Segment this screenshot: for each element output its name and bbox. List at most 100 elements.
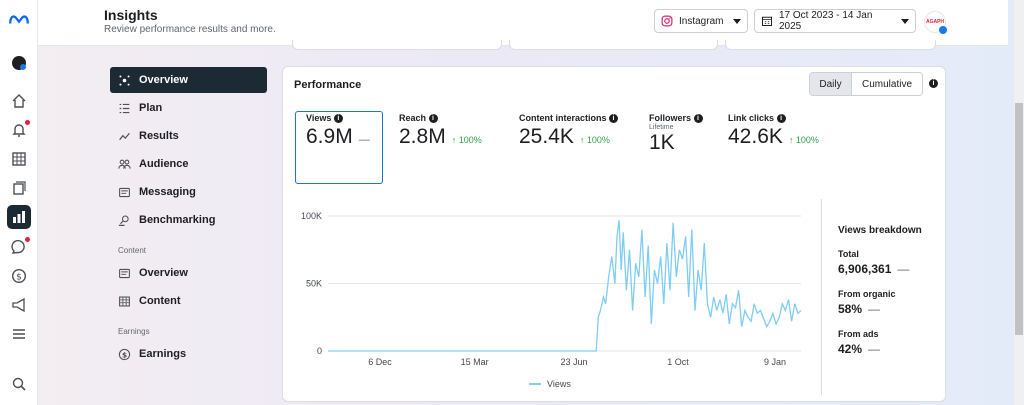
metric-value: 6.9M — [306, 125, 353, 148]
meta-logo-icon[interactable] — [7, 8, 31, 32]
legend-swatch — [529, 383, 541, 385]
overview-icon — [119, 74, 130, 86]
previous-card — [509, 40, 718, 50]
table-icon[interactable] — [7, 147, 31, 171]
info-icon[interactable]: i — [693, 114, 703, 123]
info-icon[interactable]: i — [609, 114, 619, 123]
metric-views[interactable]: Views i 6.9M — — [306, 113, 370, 149]
metric-label: Reach — [399, 113, 427, 123]
facebook-badge-icon — [939, 26, 947, 34]
sidebar-item-content[interactable]: Content — [110, 288, 267, 314]
content-section-heading: Content — [118, 246, 147, 255]
audience-icon — [118, 159, 131, 169]
metric-followers[interactable]: Followers i Lifetime 1K — [649, 113, 703, 155]
metric-value: 42.6K — [728, 125, 783, 148]
home-icon[interactable] — [7, 89, 31, 113]
breakdown-ads-value: 42% — [838, 342, 863, 356]
daily-toggle-button[interactable]: Daily — [810, 73, 852, 95]
x-tick-label: 9 Jan — [764, 357, 786, 367]
sidebar-item-results[interactable]: Results — [110, 123, 267, 149]
x-tick-label: 1 Oct — [667, 357, 689, 367]
messaging-icon — [119, 187, 130, 197]
metric-label: Content interactions — [519, 113, 607, 123]
inbox-icon[interactable] — [7, 235, 31, 259]
x-tick-label: 23 Jun — [560, 357, 587, 367]
sidebar-item-earnings[interactable]: $ Earnings — [110, 341, 267, 367]
profile-avatar[interactable]: AGAPH — [924, 11, 947, 34]
metric-content-interactions[interactable]: Content interactions i 25.4K ↑ 100% — [519, 113, 619, 149]
sidebar-item-messaging[interactable]: Messaging — [110, 179, 267, 205]
breakdown-total-value: 6,906,361 — [838, 262, 892, 276]
sidebar-item-label: Earnings — [139, 348, 187, 360]
metric-delta: ↑ 100% — [451, 135, 482, 145]
metric-label: Views — [306, 113, 332, 123]
sidebar-item-overview[interactable]: Overview — [110, 67, 267, 93]
sidebar-item-label: Content — [139, 295, 181, 307]
breakdown-dash: — — [868, 342, 881, 356]
page-scrollbar[interactable] — [1014, 0, 1024, 405]
menu-icon[interactable] — [7, 322, 31, 346]
platform-selector[interactable]: Instagram — [654, 9, 748, 33]
page-subtitle: Review performance results and more. — [104, 24, 276, 35]
breakdown-dash: — — [868, 302, 881, 316]
info-icon[interactable]: i — [333, 114, 343, 123]
pages-icon[interactable] — [7, 176, 31, 200]
view-toggle[interactable]: Daily Cumulative — [809, 72, 923, 96]
views-line-chart: 100K 50K 0 6 Dec 15 Mar 23 Jun 1 Oct 9 Jan — [301, 211, 802, 367]
breakdown-ads-label: From ads — [838, 329, 879, 339]
metric-link-clicks[interactable]: Link clicks i 42.6K ↑ 100% — [728, 113, 819, 149]
info-icon[interactable]: i — [929, 79, 938, 88]
calendar-icon — [762, 16, 772, 26]
breakdown-title: Views breakdown — [838, 225, 922, 236]
breakdown-total-label: Total — [838, 249, 859, 259]
chart-legend: Views — [529, 379, 571, 389]
chevron-down-icon — [901, 18, 909, 24]
metric-sublabel: Lifetime — [649, 124, 674, 131]
dollar-icon: $ — [118, 348, 131, 360]
ads-megaphone-icon[interactable] — [7, 293, 31, 317]
previous-card — [292, 40, 502, 50]
notifications-icon[interactable] — [7, 118, 31, 142]
info-icon[interactable]: i — [428, 114, 438, 123]
y-tick-label: 0 — [317, 346, 322, 356]
sidebar-item-benchmarking[interactable]: Benchmarking — [110, 207, 267, 233]
metric-delta: ↑ 100% — [788, 135, 819, 145]
metric-delta: ↑ 100% — [579, 135, 610, 145]
previous-card — [725, 40, 936, 50]
metric-value: 2.8M — [399, 125, 446, 148]
performance-panel: Performance Daily Cumulative i Views i 6… — [282, 66, 946, 402]
chevron-down-icon — [733, 18, 741, 24]
content-overview-icon — [119, 268, 130, 278]
selected-metric-outline — [295, 111, 383, 184]
sidebar-item-content-overview[interactable]: Overview — [110, 260, 267, 286]
cumulative-toggle-button[interactable]: Cumulative — [852, 73, 922, 95]
sidebar-item-audience[interactable]: Audience — [110, 151, 267, 177]
breakdown-dash: — — [897, 262, 910, 276]
sidebar-item-label: Plan — [139, 102, 163, 114]
scrollbar-thumb[interactable] — [1015, 103, 1023, 335]
metric-value: 1K — [649, 131, 675, 154]
sidebar-item-label: Audience — [139, 158, 189, 170]
avatar-text: AGAPH — [925, 19, 945, 25]
info-icon[interactable]: i — [776, 114, 786, 123]
date-range-label: 17 Oct 2023 - 14 Jan 2025 — [779, 10, 873, 32]
insights-icon[interactable] — [7, 205, 31, 229]
content-table-icon — [119, 296, 130, 306]
metric-label: Followers — [649, 113, 692, 123]
metric-label: Link clicks — [728, 113, 775, 123]
search-icon[interactable] — [7, 372, 31, 396]
x-tick-label: 15 Mar — [461, 357, 489, 367]
svg-text:$: $ — [16, 273, 22, 283]
sidebar-item-label: Overview — [139, 267, 188, 279]
account-avatar-icon[interactable] — [7, 51, 31, 75]
sidebar-item-plan[interactable]: Plan — [110, 95, 267, 121]
metric-reach[interactable]: Reach i 2.8M ↑ 100% — [399, 113, 482, 149]
date-range-selector[interactable]: 17 Oct 2023 - 14 Jan 2025 — [754, 9, 916, 33]
sidebar-item-label: Messaging — [139, 186, 196, 198]
y-tick-label: 50K — [306, 279, 322, 289]
views-breakdown: Views breakdown Total 6,906,361 — From or… — [821, 199, 941, 395]
performance-title: Performance — [294, 79, 362, 91]
breakdown-organic-value: 58% — [838, 302, 863, 316]
views-series-line — [328, 220, 802, 352]
monetization-icon[interactable]: $ — [7, 264, 31, 288]
